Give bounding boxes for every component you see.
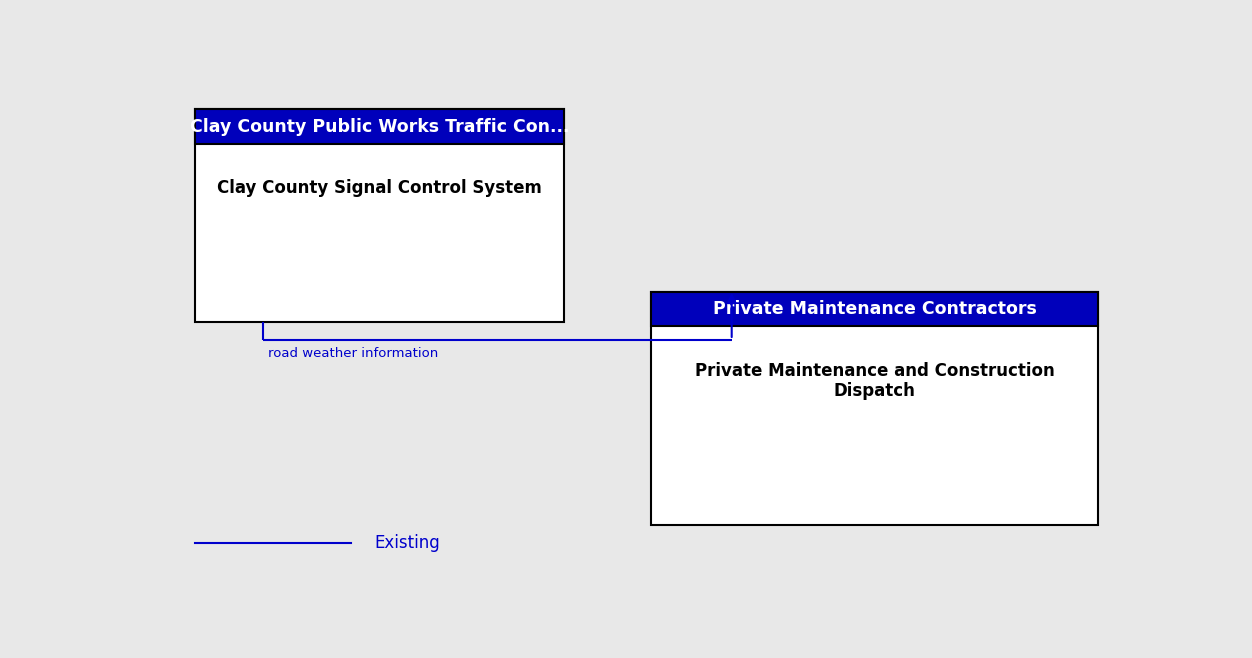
Bar — [651, 291, 1098, 326]
Text: Existing: Existing — [374, 534, 441, 551]
Bar — [195, 109, 563, 322]
Text: road weather information: road weather information — [268, 347, 438, 361]
Bar — [651, 291, 1098, 525]
Bar — [195, 109, 563, 144]
Text: Private Maintenance Contractors: Private Maintenance Contractors — [712, 300, 1037, 318]
Text: Private Maintenance and Construction
Dispatch: Private Maintenance and Construction Dis… — [695, 362, 1054, 401]
Text: Clay County Public Works Traffic Con...: Clay County Public Works Traffic Con... — [190, 118, 570, 136]
Text: Clay County Signal Control System: Clay County Signal Control System — [218, 179, 542, 197]
